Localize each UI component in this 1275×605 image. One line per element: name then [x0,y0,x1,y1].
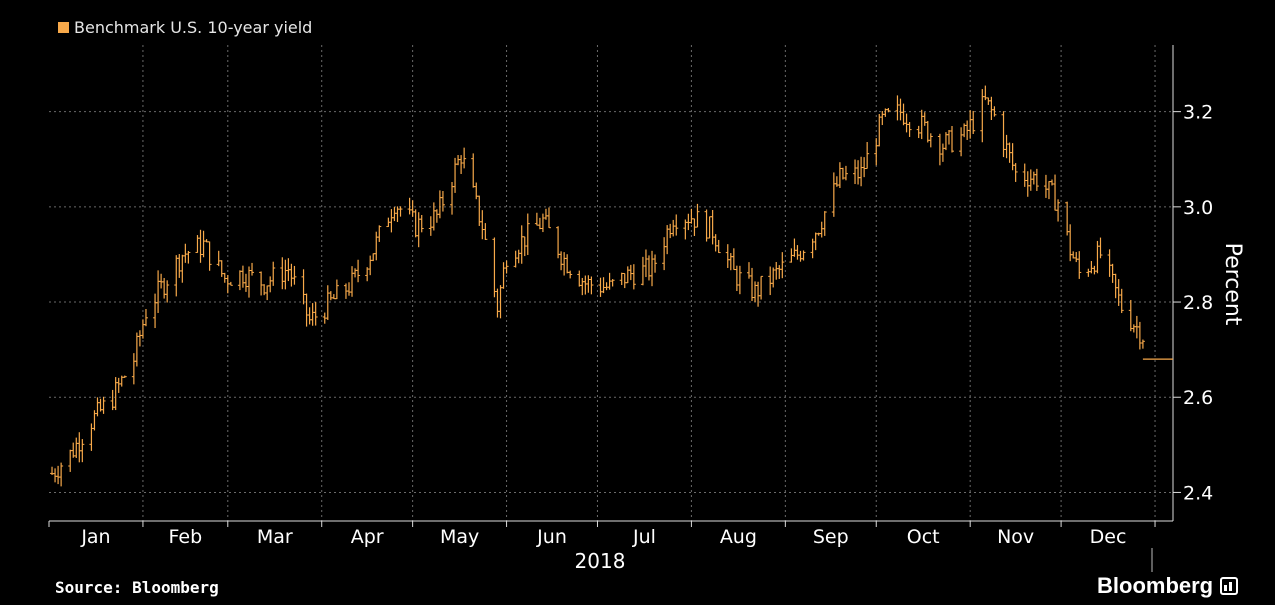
x-tick-label: Aug [720,526,757,548]
x-tick-label: Feb [169,526,203,548]
x-tick-label: Jul [632,526,656,548]
axis-layer: 2.4 2.6 2.8 3.0 3.2 Jan Feb Mar Apr May Jun Jul Aug S… [48,45,1213,572]
y-tick-label: 2.6 [1183,387,1213,409]
bloomberg-terminal-icon [1220,577,1239,595]
y-axis-title: Percent [1220,243,1245,326]
legend: Benchmark U.S. 10-year yield [58,17,312,37]
x-tick-label: Oct [907,526,940,548]
x-axis-year-label: 2018 [575,549,626,573]
x-tick-label: Apr [351,526,384,548]
x-tick-label: Jun [536,526,567,548]
bloomberg-logo: Bloomberg [1097,573,1239,599]
x-tick-label: Jan [80,526,110,548]
x-tick-label: May [440,526,479,548]
series-layer [50,85,1173,487]
x-tick-label: Mar [257,526,293,548]
source-note: Source: Bloomberg [55,578,219,597]
y-tick-label: 2.4 [1183,482,1213,504]
legend-swatch [58,21,69,33]
x-tick-label: Nov [997,526,1034,548]
grid-layer [49,45,1173,521]
y-tick-label: 3.0 [1183,197,1213,219]
x-tick-label: Dec [1090,526,1127,548]
x-tick-label: Sep [813,526,849,548]
legend-label: Benchmark U.S. 10-year yield [74,17,313,37]
y-tick-label: 3.2 [1183,102,1213,124]
y-tick-label: 2.8 [1183,292,1213,314]
brand-text: Bloomberg [1097,573,1214,598]
